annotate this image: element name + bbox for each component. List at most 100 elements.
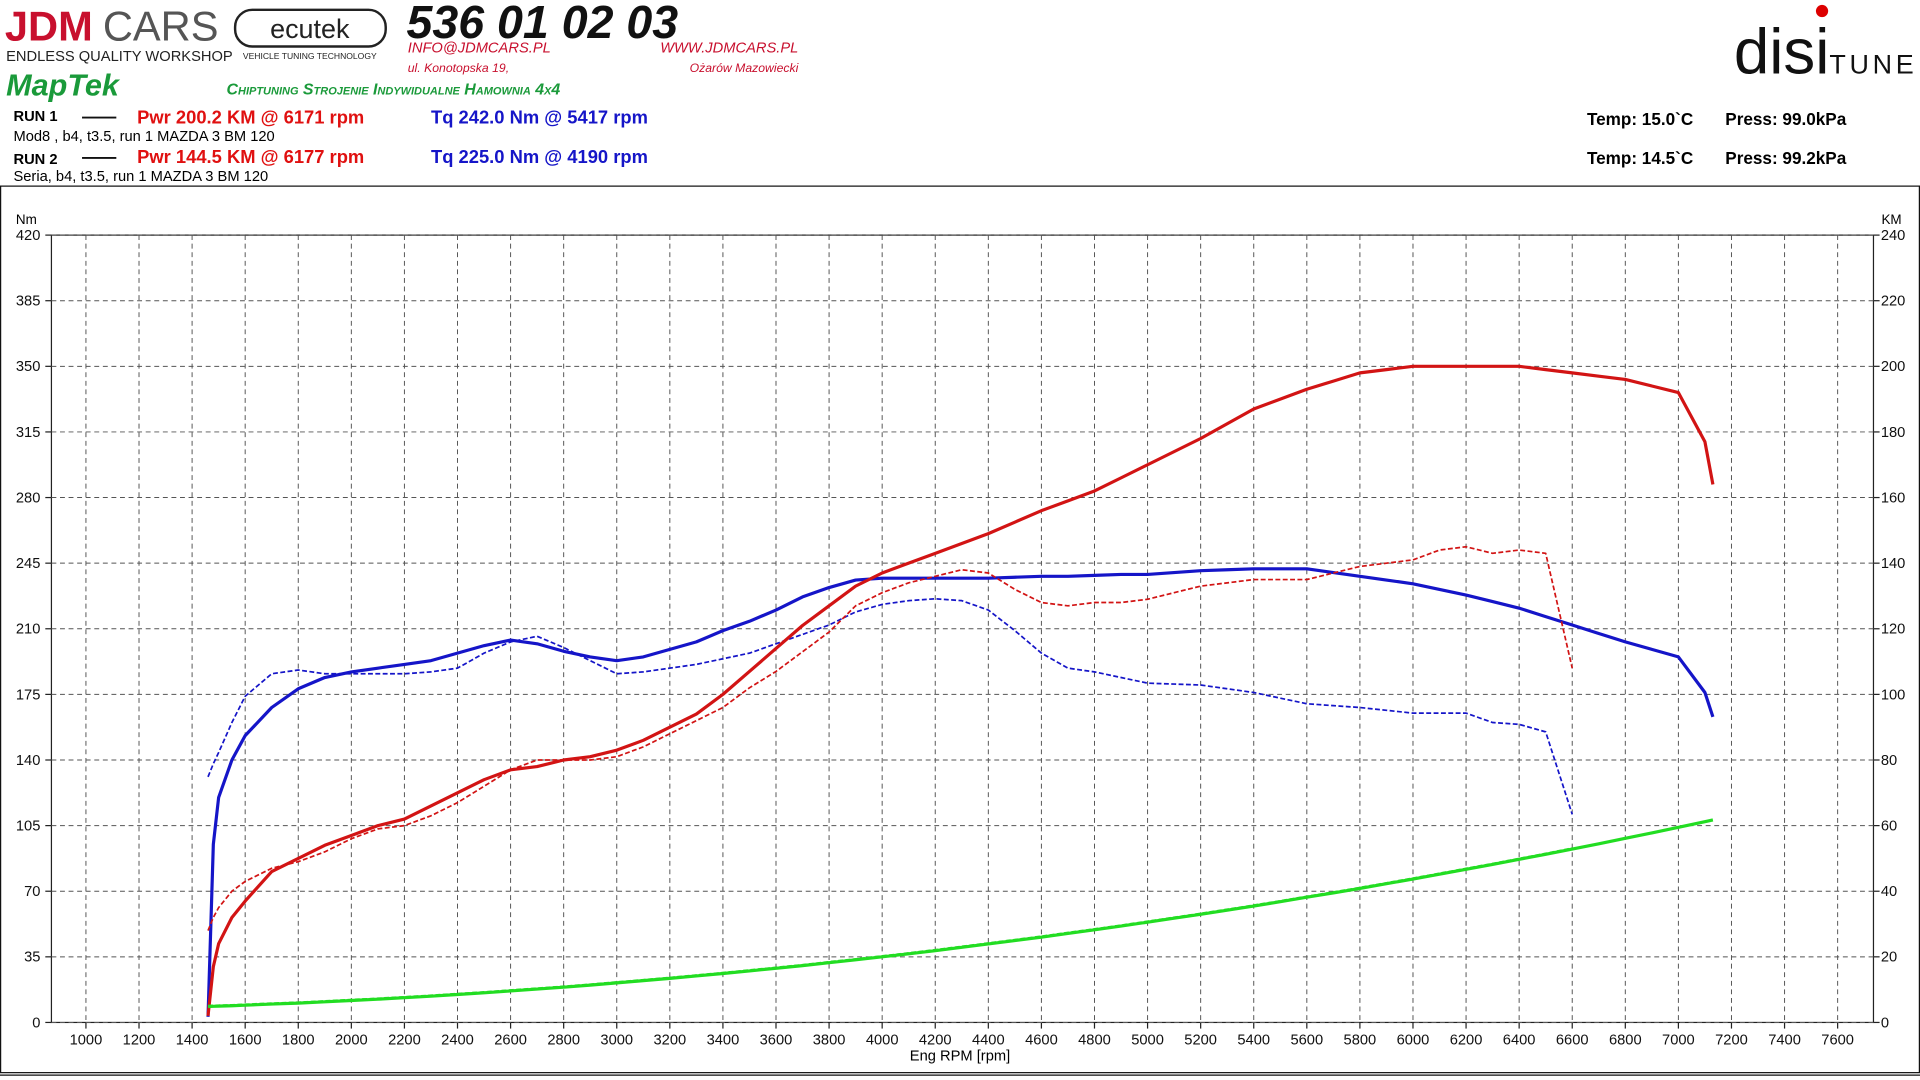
y2-tick-label: 180 bbox=[1881, 425, 1906, 441]
x-tick-label: 1000 bbox=[70, 1032, 103, 1048]
series-line bbox=[207, 597, 1574, 815]
run-description: Mod8 , b4, t3.5, run 1 MAZDA 3 BM 120 bbox=[13, 129, 274, 145]
y2-tick-label: 120 bbox=[1881, 622, 1906, 638]
x-tick-label: 7000 bbox=[1662, 1032, 1695, 1048]
www: WWW.JDMCARS.PL bbox=[660, 41, 798, 57]
x-tick-label: 2800 bbox=[547, 1032, 580, 1048]
y2-tick-label: 80 bbox=[1881, 753, 1897, 769]
x-tick-label: 3400 bbox=[707, 1032, 740, 1048]
run-press: Press: 99.0kPa bbox=[1725, 109, 1846, 129]
run-press: Press: 99.2kPa bbox=[1725, 148, 1846, 168]
x-tick-label: 4400 bbox=[972, 1032, 1005, 1048]
x-tick-label: 5800 bbox=[1344, 1032, 1377, 1048]
header: JDM CARS ENDLESS QUALITY WORKSHOP ecutek… bbox=[5, 0, 1917, 103]
y2-tick-label: 220 bbox=[1881, 294, 1906, 310]
x-tick-label: 3600 bbox=[760, 1032, 793, 1048]
y-tick-label: 350 bbox=[16, 359, 41, 375]
x-tick-label: 4200 bbox=[919, 1032, 952, 1048]
y-tick-label: 0 bbox=[32, 1015, 40, 1031]
series-line bbox=[207, 847, 1573, 1007]
street: ul. Konotopska 19, bbox=[408, 61, 509, 75]
run-temp: Temp: 14.5`C bbox=[1587, 148, 1693, 168]
services: Chiptuning Strojenie Indywidualne Hamown… bbox=[227, 81, 561, 98]
x-tick-label: 6400 bbox=[1503, 1032, 1536, 1048]
run-description: Seria, b4, t3.5, run 1 MAZDA 3 BM 120 bbox=[13, 169, 268, 185]
x-tick-label: 7400 bbox=[1768, 1032, 1801, 1048]
run-power: Pwr 144.5 KM @ 6177 rpm bbox=[137, 146, 364, 167]
x-tick-label: 5200 bbox=[1184, 1032, 1217, 1048]
y2-axis-label: KM bbox=[1881, 212, 1901, 227]
x-tick-label: 4800 bbox=[1078, 1032, 1111, 1048]
disi-logo: disi bbox=[1734, 16, 1830, 87]
x-tick-label: 1400 bbox=[176, 1032, 209, 1048]
y2-tick-label: 100 bbox=[1881, 687, 1906, 703]
y2-tick-label: 0 bbox=[1881, 1015, 1889, 1031]
maptek-logo: MapTek bbox=[6, 69, 121, 103]
x-tick-label: 5000 bbox=[1131, 1032, 1164, 1048]
series-line bbox=[206, 364, 1715, 1017]
x-tick-label: 4600 bbox=[1025, 1032, 1058, 1048]
y-tick-label: 105 bbox=[16, 819, 41, 835]
series-line bbox=[207, 545, 1574, 931]
y2-tick-label: 200 bbox=[1881, 359, 1906, 375]
y2-tick-label: 60 bbox=[1881, 819, 1897, 835]
x-tick-label: 2600 bbox=[494, 1032, 527, 1048]
run-label: RUN 1 bbox=[13, 109, 57, 125]
y-tick-label: 315 bbox=[16, 425, 41, 441]
x-tick-label: 1600 bbox=[229, 1032, 262, 1048]
logo-jdm: JDM bbox=[5, 2, 93, 49]
y-axis-label: Nm bbox=[16, 212, 37, 227]
run-info: RUN 1 Pwr 200.2 KM @ 6171 rpm Tq 242.0 N… bbox=[13, 107, 1846, 186]
y-tick-label: 70 bbox=[24, 884, 40, 900]
series-line bbox=[207, 818, 1714, 1009]
y2-tick-label: 240 bbox=[1881, 228, 1906, 244]
x-tick-label: 1800 bbox=[282, 1032, 315, 1048]
ecutek-sub: VEHICLE TUNING TECHNOLOGY bbox=[243, 51, 377, 61]
plot: 1000 1200 1400 1600 1800 2000 2200 2400 2600 2800… bbox=[16, 228, 1905, 1048]
city: Ożarów Mazowiecki bbox=[690, 61, 799, 75]
x-tick-label: 2000 bbox=[335, 1032, 368, 1048]
x-tick-label: 6200 bbox=[1450, 1032, 1483, 1048]
series-line bbox=[206, 567, 1715, 1017]
x-tick-label: 3000 bbox=[600, 1032, 633, 1048]
logo-sub: ENDLESS QUALITY WORKSHOP bbox=[6, 49, 233, 65]
y-tick-label: 245 bbox=[16, 556, 41, 572]
y-tick-label: 140 bbox=[16, 753, 41, 769]
y2-tick-label: 40 bbox=[1881, 884, 1897, 900]
x-tick-label: 5600 bbox=[1290, 1032, 1323, 1048]
email: INFO@JDMCARS.PL bbox=[408, 41, 551, 57]
ecutek-logo: ecutek bbox=[270, 14, 350, 44]
y2-tick-label: 160 bbox=[1881, 490, 1906, 506]
phone: 536 01 02 03 bbox=[407, 0, 679, 48]
x-tick-label: 3200 bbox=[653, 1032, 686, 1048]
x-tick-label: 5400 bbox=[1237, 1032, 1270, 1048]
x-tick-label: 1200 bbox=[123, 1032, 156, 1048]
y2-tick-label: 20 bbox=[1881, 950, 1897, 966]
run-temp: Temp: 15.0`C bbox=[1587, 109, 1693, 129]
y-tick-label: 210 bbox=[16, 622, 41, 638]
x-axis-label: Eng RPM [rpm] bbox=[910, 1048, 1010, 1064]
x-tick-label: 4000 bbox=[866, 1032, 899, 1048]
chart-frame bbox=[0, 185, 1920, 1074]
y-tick-label: 175 bbox=[16, 687, 41, 703]
run-power: Pwr 200.2 KM @ 6171 rpm bbox=[137, 107, 364, 128]
logo-cars: CARS bbox=[103, 2, 219, 49]
x-tick-label: 7200 bbox=[1715, 1032, 1748, 1048]
x-tick-label: 6600 bbox=[1556, 1032, 1589, 1048]
x-tick-label: 6800 bbox=[1609, 1032, 1642, 1048]
ecutek-frame bbox=[233, 8, 387, 48]
x-tick-label: 2200 bbox=[388, 1032, 421, 1048]
y2-tick-label: 140 bbox=[1881, 556, 1906, 572]
y-tick-label: 420 bbox=[16, 228, 41, 244]
tune-logo: TUNE bbox=[1829, 49, 1917, 79]
y-tick-label: 280 bbox=[16, 490, 41, 506]
run-label: RUN 2 bbox=[13, 152, 57, 168]
run-torque: Tq 225.0 Nm @ 4190 rpm bbox=[431, 146, 648, 167]
y-tick-label: 385 bbox=[16, 294, 41, 310]
x-tick-label: 2400 bbox=[441, 1032, 474, 1048]
x-tick-label: 3800 bbox=[813, 1032, 846, 1048]
run-torque: Tq 242.0 Nm @ 5417 rpm bbox=[431, 107, 648, 128]
disi-dot bbox=[1815, 4, 1829, 18]
